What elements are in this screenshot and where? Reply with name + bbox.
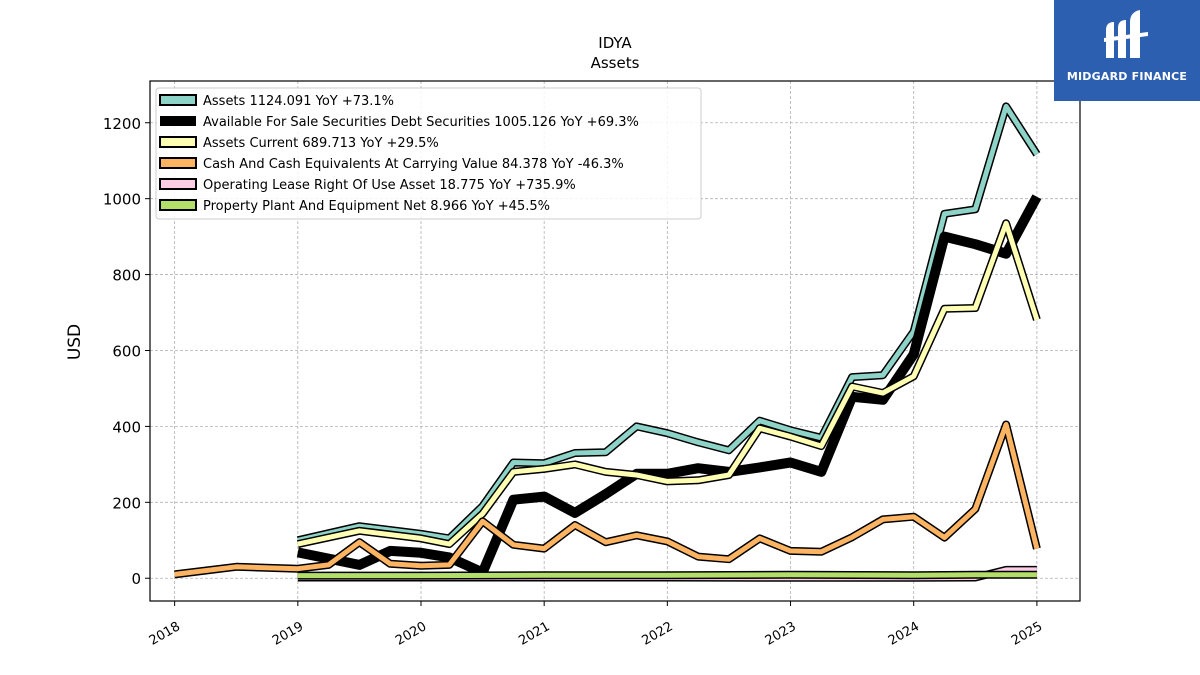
x-tick-label: 2019	[270, 619, 306, 649]
series-line	[297, 572, 1037, 579]
brand-name: MIDGARD FINANCE	[1066, 70, 1188, 83]
series-5	[297, 570, 1037, 580]
series-1	[296, 194, 1042, 578]
legend-label: Property Plant And Equipment Net 8.966 Y…	[203, 199, 550, 214]
x-tick-label: 2021	[516, 619, 552, 649]
legend-swatch	[159, 199, 197, 211]
chart-title: IDYA	[598, 34, 632, 52]
legend-swatch	[159, 136, 197, 148]
series-line	[174, 422, 1040, 577]
y-tick-label: 400	[112, 418, 141, 436]
chart-subtitle: Assets	[591, 54, 640, 72]
x-tick-label: 2023	[763, 619, 799, 649]
series-2	[296, 219, 1041, 549]
series-3	[174, 420, 1041, 579]
x-tick-label: 2024	[886, 619, 922, 649]
brand-logo: MIDGARD FINANCE	[1054, 0, 1200, 101]
legend-swatch	[159, 94, 197, 106]
series-line	[297, 220, 1040, 547]
series-0	[296, 102, 1041, 545]
y-tick-label: 1200	[103, 115, 141, 133]
legend-label: Assets Current 689.713 YoY +29.5%	[203, 136, 439, 151]
legend-label: Cash And Cash Equivalents At Carrying Va…	[203, 157, 624, 172]
y-tick-label: 200	[112, 494, 141, 512]
y-tick-label: 800	[112, 267, 141, 285]
plot-frame	[149, 80, 1081, 602]
y-tick-label: 0	[131, 570, 141, 588]
y-tick-label: 1000	[103, 191, 141, 209]
x-tick-label: 2025	[1009, 619, 1045, 649]
series-layer	[174, 102, 1042, 582]
legend-swatch	[160, 116, 196, 126]
legend-label: Assets 1124.091 YoY +73.1%	[203, 94, 394, 109]
legend-label: Available For Sale Securities Debt Secur…	[203, 115, 639, 130]
y-axis-label: USD	[65, 324, 85, 360]
legend: Assets 1124.091 YoY +73.1% Available For …	[155, 87, 702, 220]
logo-mark-icon	[1104, 10, 1148, 58]
legend-box	[155, 87, 702, 220]
series-line	[297, 103, 1040, 543]
x-tick-label: 2022	[640, 619, 676, 649]
legend-swatch	[159, 178, 197, 190]
x-tick-label: 2020	[393, 619, 429, 649]
legend-label: Operating Lease Right Of Use Asset 18.77…	[203, 178, 576, 193]
x-tick-label: 2018	[147, 619, 183, 649]
y-tick-label: 600	[112, 342, 141, 360]
legend-swatch	[159, 157, 197, 169]
series-line	[296, 194, 1042, 578]
